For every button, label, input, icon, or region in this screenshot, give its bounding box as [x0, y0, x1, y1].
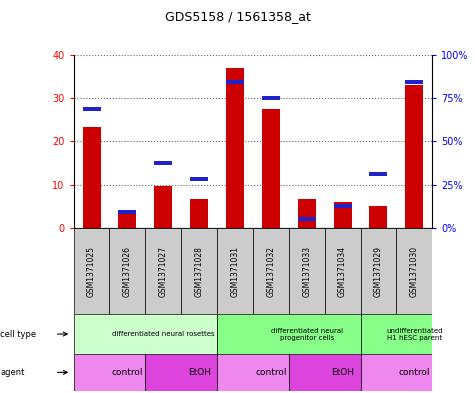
Text: GSM1371028: GSM1371028: [195, 246, 204, 297]
Text: GSM1371033: GSM1371033: [302, 246, 311, 297]
Text: EtOH: EtOH: [331, 368, 354, 377]
Bar: [325, 228, 361, 314]
Bar: [298, 217, 316, 221]
Bar: [262, 96, 280, 100]
Bar: [217, 228, 253, 314]
Bar: [109, 228, 145, 314]
Bar: [226, 80, 244, 84]
Text: differentiated neural
progenitor cells: differentiated neural progenitor cells: [271, 327, 343, 341]
Bar: [298, 199, 316, 228]
Bar: [253, 228, 289, 314]
Bar: [118, 214, 136, 228]
Text: GSM1371031: GSM1371031: [230, 246, 239, 297]
Bar: [370, 172, 388, 176]
Bar: [333, 204, 352, 208]
Text: control: control: [112, 368, 143, 377]
Text: control: control: [399, 368, 430, 377]
Bar: [361, 354, 432, 391]
Bar: [74, 314, 217, 354]
Bar: [190, 177, 208, 182]
Text: agent: agent: [0, 368, 25, 377]
Text: GSM1371026: GSM1371026: [123, 246, 132, 297]
Bar: [83, 107, 101, 111]
Bar: [217, 354, 289, 391]
Bar: [190, 199, 208, 228]
Bar: [145, 354, 217, 391]
Text: undifferentiated
H1 hESC parent: undifferentiated H1 hESC parent: [386, 327, 443, 341]
Bar: [74, 354, 145, 391]
Bar: [145, 228, 181, 314]
Text: control: control: [255, 368, 286, 377]
Bar: [262, 109, 280, 228]
Bar: [370, 206, 388, 228]
Text: GSM1371034: GSM1371034: [338, 246, 347, 297]
Bar: [154, 185, 172, 228]
Bar: [181, 228, 217, 314]
Bar: [397, 228, 432, 314]
Bar: [333, 202, 352, 228]
Text: GSM1371032: GSM1371032: [266, 246, 276, 297]
Text: cell type: cell type: [0, 330, 37, 338]
Text: differentiated neural rosettes: differentiated neural rosettes: [112, 331, 215, 337]
Bar: [226, 68, 244, 228]
Text: GSM1371029: GSM1371029: [374, 246, 383, 297]
Text: GSM1371027: GSM1371027: [159, 246, 168, 297]
Bar: [217, 314, 361, 354]
Bar: [118, 209, 136, 214]
Bar: [361, 228, 397, 314]
Bar: [83, 127, 101, 228]
Bar: [289, 354, 361, 391]
Bar: [74, 228, 109, 314]
Text: GSM1371030: GSM1371030: [410, 246, 419, 297]
Text: EtOH: EtOH: [188, 368, 210, 377]
Bar: [361, 314, 432, 354]
Text: GSM1371025: GSM1371025: [87, 246, 96, 297]
Bar: [289, 228, 325, 314]
Bar: [405, 85, 423, 228]
Bar: [154, 161, 172, 165]
Text: GDS5158 / 1561358_at: GDS5158 / 1561358_at: [164, 10, 311, 23]
Bar: [405, 80, 423, 84]
